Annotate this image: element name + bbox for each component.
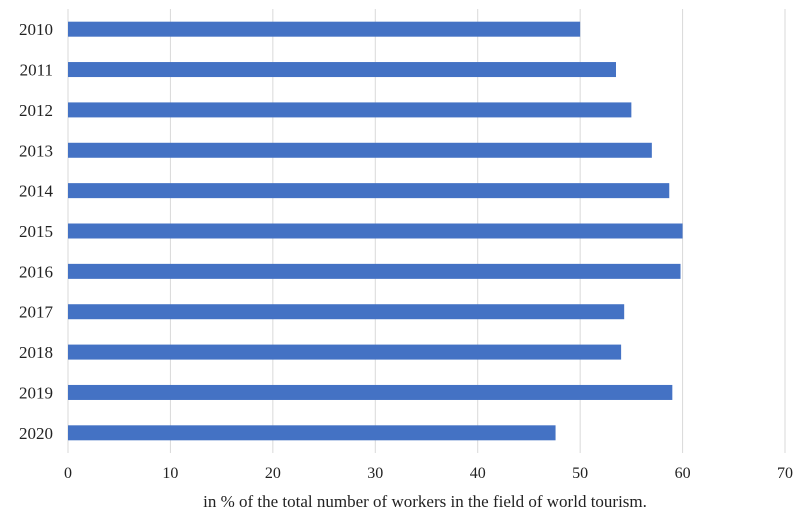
bar	[68, 142, 652, 158]
y-tick-label: 2017	[19, 303, 54, 322]
x-tick-label: 20	[265, 465, 281, 482]
y-tick-label: 2013	[19, 141, 53, 160]
x-axis-title: in % of the total number of workers in t…	[203, 492, 647, 511]
bar	[68, 344, 622, 360]
bar	[68, 384, 673, 400]
x-tick-label: 60	[675, 465, 691, 482]
y-tick-label: 2012	[19, 101, 53, 120]
x-tick-label: 70	[777, 465, 793, 482]
y-tick-label: 2015	[19, 222, 53, 241]
bar	[68, 102, 632, 118]
bar	[68, 304, 625, 320]
y-tick-labels: 2010 2011 2012 2013 2014 2015 2016 2017 2018 2019…	[19, 20, 54, 443]
bar	[68, 425, 556, 441]
x-tick-labels: 0 10 20 30 40 50 60 70	[64, 465, 793, 482]
x-tick-label: 0	[64, 465, 72, 482]
y-tick-label: 2020	[19, 424, 53, 443]
x-tick-label: 40	[470, 465, 486, 482]
x-tick-label: 30	[367, 465, 383, 482]
x-tick-label: 10	[162, 465, 178, 482]
bar	[68, 263, 681, 279]
bars	[68, 21, 683, 441]
y-tick-label: 2018	[19, 343, 53, 362]
bar	[68, 183, 670, 199]
bar	[68, 21, 581, 37]
y-tick-label: 2014	[19, 182, 54, 201]
x-tick-label: 50	[572, 465, 588, 482]
y-tick-label: 2011	[20, 61, 53, 80]
y-tick-label: 2019	[19, 383, 53, 402]
y-tick-label: 2016	[19, 262, 53, 281]
y-tick-label: 2010	[19, 20, 53, 39]
bar	[68, 62, 616, 78]
bar	[68, 223, 683, 239]
